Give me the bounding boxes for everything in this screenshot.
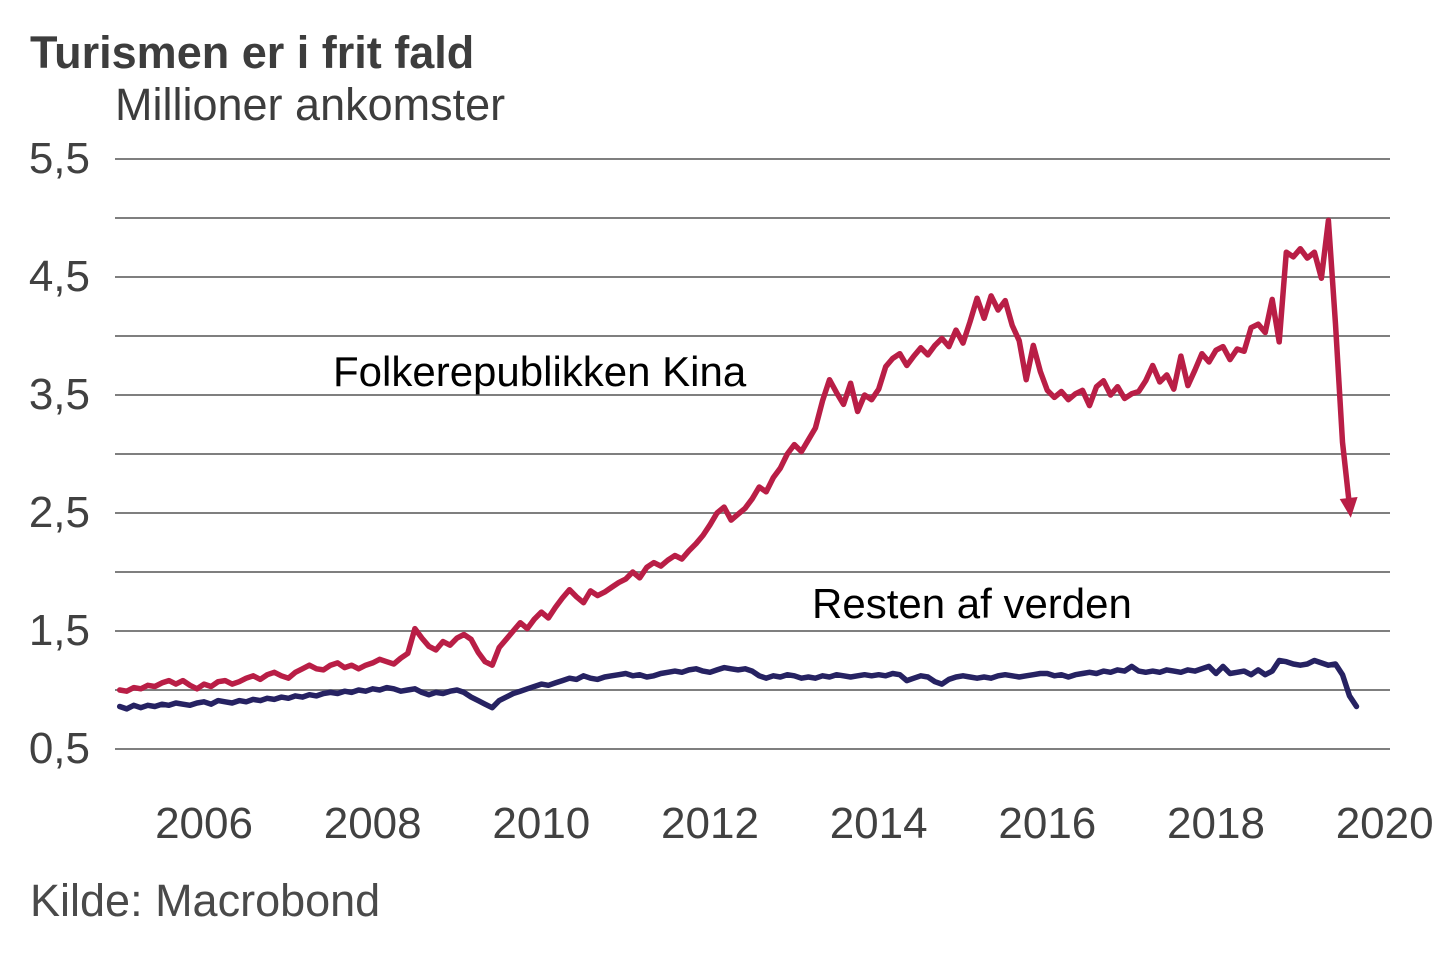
- x-tick-label: 2018: [1167, 799, 1265, 848]
- y-tick-label: 2,5: [28, 488, 90, 537]
- x-tick-label: 2014: [829, 799, 928, 848]
- y-tick-label: 1,5: [28, 606, 90, 655]
- source-note: Kilde: Macrobond: [30, 875, 381, 926]
- x-tick-label: 2006: [155, 799, 253, 848]
- y-tick-label: 5,5: [28, 134, 90, 183]
- series-end-arrow-icon: [1339, 497, 1358, 518]
- axis-unit-label: Millioner ankomster: [115, 79, 506, 130]
- x-tick-label: 2008: [323, 799, 422, 848]
- y-tick-label: 0,5: [28, 724, 90, 773]
- series-label-kina: Folkerepublikken Kina: [333, 348, 747, 395]
- page-title: Turismen er i frit fald: [30, 27, 475, 78]
- x-tick-label: 2012: [661, 799, 759, 848]
- x-tick-label: 2010: [492, 799, 591, 848]
- x-tick-label: 2016: [998, 799, 1097, 848]
- x-tick-label: 2020: [1335, 799, 1434, 848]
- y-tick-label: 4,5: [28, 252, 90, 301]
- y-tick-label: 3,5: [28, 370, 90, 419]
- series-lines: [116, 217, 1360, 712]
- series-line-verden: [116, 657, 1360, 712]
- series-label-verden: Resten af verden: [812, 580, 1132, 627]
- series-line-kina: [116, 217, 1353, 694]
- gridlines: [115, 158, 1390, 750]
